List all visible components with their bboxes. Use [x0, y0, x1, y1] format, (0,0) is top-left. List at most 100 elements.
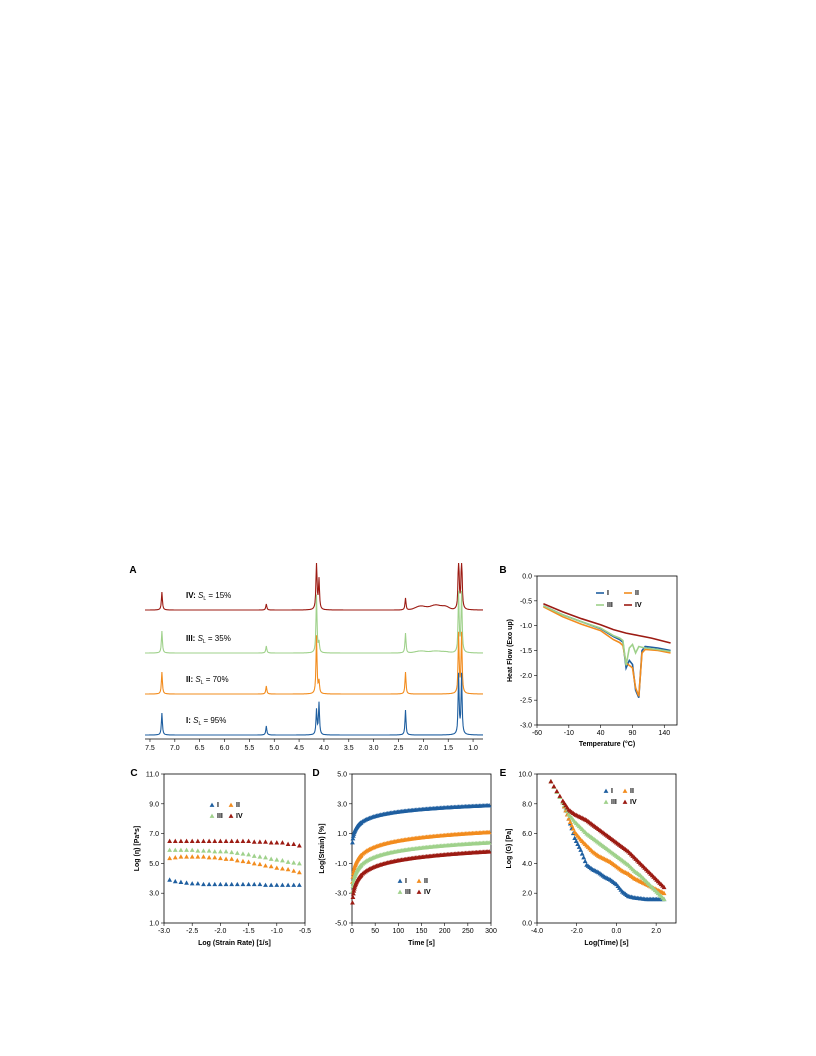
x-tick-label: -2.0 — [214, 928, 226, 935]
y-tick-label: 6.0 — [522, 831, 532, 838]
y-tick-label: -0.5 — [520, 598, 532, 605]
x-tick-label: 2.0 — [651, 928, 661, 935]
x-tick-label: 150 — [416, 928, 428, 935]
panel-b: B -60 -10 40 90 140 0.0 -0.5 -1.0 -1.5 -2.0 -2.5 -3.… — [499, 565, 678, 748]
x-tick-label: 0 — [350, 928, 354, 935]
x-tick-label: 3.0 — [369, 745, 379, 752]
data-point — [184, 838, 189, 843]
legend-marker-iv — [416, 889, 422, 894]
y-axis-title: Log (G) [Pa] — [506, 828, 513, 868]
data-point — [263, 863, 268, 868]
data-point — [486, 829, 492, 835]
data-point — [600, 830, 606, 835]
legend-label-iii: III — [607, 602, 613, 609]
x-tick-label: -3.0 — [158, 928, 170, 935]
data-point — [350, 900, 355, 905]
spectrum-line — [145, 590, 483, 654]
data-point — [594, 839, 600, 844]
data-point — [600, 843, 606, 848]
legend-marker-iii — [603, 799, 609, 804]
data-point — [594, 869, 600, 874]
x-tick-label: 90 — [629, 730, 637, 737]
x-tick-label: 5.0 — [269, 745, 279, 752]
series-ii — [167, 854, 302, 875]
data-point — [648, 883, 654, 888]
legend-label-i: I — [607, 590, 609, 597]
data-point — [606, 858, 612, 864]
legend-label-iii: III — [611, 799, 617, 806]
data-point — [570, 810, 576, 816]
data-point — [630, 853, 636, 858]
data-point — [648, 871, 654, 876]
y-tick-label: 3.0 — [337, 801, 347, 808]
x-tick-label: -10 — [564, 730, 574, 737]
x-tick-label: 50 — [371, 928, 379, 935]
data-point — [280, 840, 285, 845]
legend-label-iv: IV — [630, 799, 637, 806]
series-iv — [350, 849, 492, 905]
data-point — [268, 863, 274, 869]
spectrum-line — [145, 562, 483, 611]
data-point — [212, 849, 218, 854]
data-point — [660, 883, 665, 888]
data-point — [636, 878, 642, 883]
data-point — [178, 879, 184, 884]
data-point — [285, 841, 291, 846]
x-tick-label: -60 — [532, 730, 542, 737]
spectrum-label: II: SL = 70% — [186, 675, 229, 686]
panel-d: D 0 50 100 150 200 250 300 5.0 3.0 1.0 -1.0 -3.0 -5.0… — [312, 768, 497, 947]
data-point — [257, 854, 263, 859]
data-point — [588, 821, 594, 826]
legend-label-i: I — [405, 878, 407, 885]
data-point — [280, 866, 285, 871]
panel-c: C -3.0 -2.5 -2.0 -1.5 -1.0 -0.5 11.0 9.0 7.0 5.0 3.… — [130, 768, 311, 947]
data-point — [263, 839, 268, 844]
data-point — [212, 855, 218, 860]
data-point — [654, 877, 660, 882]
x-tick-label: 6.5 — [195, 745, 205, 752]
data-point — [557, 793, 563, 798]
data-point — [291, 882, 297, 887]
data-point — [291, 860, 297, 865]
data-point — [178, 854, 184, 859]
y-tick-label: -1.5 — [520, 648, 532, 655]
y-tick-label: -2.0 — [520, 673, 532, 680]
x-tick-label: 140 — [658, 730, 670, 737]
data-point — [285, 866, 291, 872]
y-tick-label: 10.0 — [518, 772, 532, 779]
data-point — [350, 840, 355, 845]
data-point — [350, 836, 356, 841]
data-point — [612, 852, 618, 857]
data-point — [229, 849, 235, 855]
data-point — [618, 887, 624, 892]
data-point — [576, 844, 582, 849]
data-point — [618, 843, 624, 848]
series-line-ii — [543, 606, 671, 697]
data-point — [573, 838, 579, 843]
spectrum-iii: III: SL = 35% — [145, 590, 483, 654]
panel-letter-c: C — [130, 768, 137, 779]
panel-a: A 7.5 7.0 6.5 6.0 5.5 5.0 4.5 4.0 3.5 3.0 2.5 2.0 1.5… — [129, 562, 483, 752]
x-tick-label: 2.0 — [418, 745, 428, 752]
data-point — [612, 880, 618, 886]
data-point — [285, 882, 291, 887]
legend-marker-iii — [209, 813, 215, 818]
data-point — [201, 854, 206, 859]
x-tick-label: 40 — [597, 730, 605, 737]
data-point — [612, 862, 618, 868]
y-tick-label: 11.0 — [146, 772, 159, 779]
x-tick-label: 0.0 — [612, 928, 622, 935]
y-tick-label: 7.0 — [149, 831, 159, 838]
legend-label-iv: IV — [635, 602, 642, 609]
data-point — [280, 858, 285, 863]
data-point — [350, 891, 356, 896]
data-point — [572, 835, 578, 840]
data-point — [280, 882, 285, 887]
data-point — [654, 889, 660, 894]
y-tick-label: 1.0 — [337, 831, 347, 838]
data-point — [206, 881, 212, 887]
data-point — [582, 829, 588, 835]
series-i — [548, 779, 667, 902]
data-point — [274, 840, 280, 845]
y-axis-title: Log(Strain) [%] — [319, 823, 326, 873]
